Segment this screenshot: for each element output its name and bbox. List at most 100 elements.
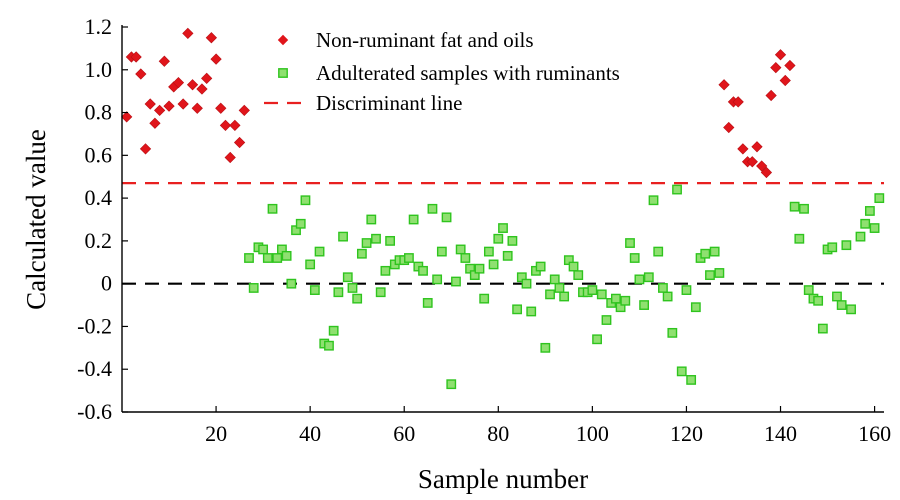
data-point-adulterated	[662, 291, 673, 302]
data-point-non-ruminant	[219, 119, 232, 132]
data-point-adulterated	[272, 253, 283, 263]
data-point-non-ruminant	[191, 102, 203, 114]
x-tick-label: 60	[393, 421, 415, 446]
data-point-adulterated	[507, 235, 518, 246]
data-point-non-ruminant	[205, 32, 217, 44]
data-point-adulterated	[244, 253, 254, 263]
data-point-non-ruminant	[784, 59, 796, 72]
data-point-adulterated	[709, 246, 720, 257]
data-point-adulterated	[267, 203, 278, 214]
data-point-adulterated	[827, 242, 838, 253]
data-point-non-ruminant	[158, 55, 170, 67]
data-point-adulterated	[714, 268, 725, 278]
data-point-non-ruminant	[186, 79, 199, 91]
x-tick-label: 140	[764, 421, 797, 446]
data-point-adulterated	[300, 195, 311, 206]
data-point-adulterated	[451, 276, 461, 287]
data-point-adulterated	[342, 272, 353, 283]
x-tick-label: 20	[205, 421, 227, 446]
data-point-adulterated	[366, 214, 377, 225]
data-point-non-ruminant	[233, 136, 246, 149]
data-point-adulterated	[817, 323, 828, 334]
data-point-adulterated	[672, 184, 682, 195]
data-point-adulterated	[295, 218, 306, 229]
data-point-adulterated	[658, 283, 668, 293]
x-tick-label: 100	[576, 421, 609, 446]
data-point-adulterated	[700, 248, 711, 259]
data-point-adulterated	[799, 203, 809, 214]
data-point-adulterated	[333, 287, 344, 298]
y-axis-title: Calculated value	[21, 129, 51, 310]
data-point-adulterated	[418, 265, 428, 276]
data-point-non-ruminant	[144, 98, 156, 110]
data-point-adulterated	[869, 223, 880, 233]
data-point-adulterated	[488, 259, 499, 270]
y-tick-label: 0.2	[85, 228, 113, 253]
legend-label-adulterated: Adulterated samples with ruminants	[316, 61, 620, 85]
data-point-non-ruminant	[238, 104, 250, 117]
data-point-adulterated	[855, 231, 866, 242]
data-point-non-ruminant	[163, 100, 175, 112]
data-point-adulterated	[554, 283, 565, 293]
data-point-adulterated	[347, 283, 358, 293]
y-tick-label: 1.2	[85, 14, 113, 39]
data-point-non-ruminant	[121, 111, 133, 123]
y-tick-label: 0.6	[85, 142, 113, 167]
y-tick-label: -0.2	[77, 313, 112, 338]
data-point-adulterated	[455, 244, 466, 255]
x-tick-label: 120	[670, 421, 703, 446]
data-point-adulterated	[422, 298, 433, 308]
data-point-non-ruminant	[756, 160, 768, 172]
y-tick-label: 1.0	[85, 57, 113, 82]
data-point-adulterated	[493, 233, 504, 244]
data-point-adulterated	[446, 379, 457, 390]
legend: Non-ruminant fat and oils Adulterated sa…	[264, 28, 620, 115]
data-point-adulterated	[705, 270, 715, 281]
data-point-adulterated	[502, 250, 513, 261]
data-point-adulterated	[385, 235, 396, 246]
data-point-non-ruminant	[135, 68, 147, 80]
data-point-non-ruminant	[215, 102, 227, 114]
data-point-non-ruminant	[154, 104, 166, 117]
y-tick-label: -0.4	[77, 356, 112, 381]
y-tick-label: 0	[101, 271, 112, 296]
data-point-non-ruminant	[732, 96, 744, 108]
data-point-adulterated	[813, 295, 824, 306]
data-point-non-ruminant	[201, 72, 213, 84]
data-point-non-ruminant	[718, 79, 730, 91]
data-marks	[121, 27, 885, 390]
data-point-adulterated	[864, 206, 875, 216]
data-point-adulterated	[625, 238, 635, 248]
data-point-adulterated	[653, 246, 664, 257]
data-point-non-ruminant	[224, 151, 236, 164]
data-point-adulterated	[375, 287, 386, 298]
data-point-adulterated	[596, 289, 607, 300]
data-point-non-ruminant	[172, 76, 185, 89]
data-point-adulterated	[352, 293, 363, 304]
legend-marker-diamond	[277, 34, 289, 46]
data-point-adulterated	[545, 289, 555, 300]
data-point-adulterated	[860, 218, 871, 229]
x-axis-title: Sample number	[418, 464, 588, 494]
data-point-adulterated	[587, 285, 598, 295]
data-point-non-ruminant	[139, 143, 152, 155]
data-point-non-ruminant	[760, 166, 773, 179]
data-point-adulterated	[305, 259, 316, 270]
data-point-adulterated	[483, 246, 494, 257]
y-tick-label: 0.8	[85, 100, 113, 125]
data-point-non-ruminant	[149, 117, 161, 129]
data-point-adulterated	[404, 253, 414, 263]
data-point-adulterated	[526, 306, 537, 317]
data-point-adulterated	[460, 253, 471, 263]
data-point-adulterated	[281, 250, 292, 261]
x-tick-label: 80	[487, 421, 509, 446]
data-point-adulterated	[262, 253, 273, 263]
data-point-adulterated	[540, 342, 551, 353]
data-point-non-ruminant	[229, 119, 241, 132]
data-point-non-ruminant	[130, 51, 142, 63]
data-point-non-ruminant	[765, 89, 777, 102]
data-point-adulterated	[521, 278, 532, 289]
data-point-adulterated	[568, 261, 579, 272]
data-point-adulterated	[794, 233, 805, 244]
